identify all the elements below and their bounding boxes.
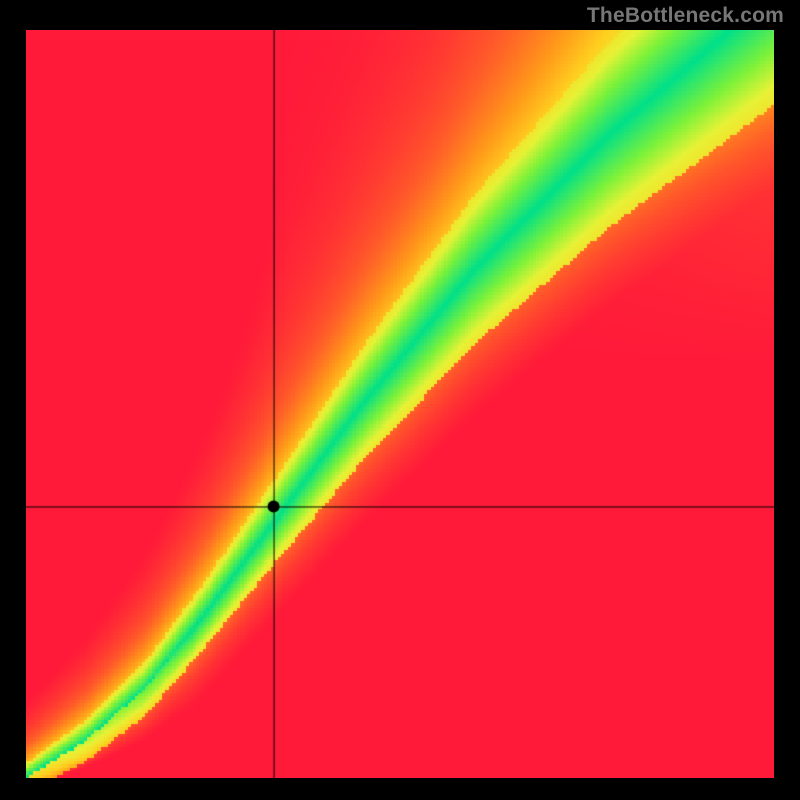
watermark-label: TheBottleneck.com — [587, 4, 784, 28]
figure-container: TheBottleneck.com — [0, 0, 800, 800]
plot-area — [26, 30, 774, 778]
bottleneck-heatmap-canvas — [26, 30, 774, 778]
